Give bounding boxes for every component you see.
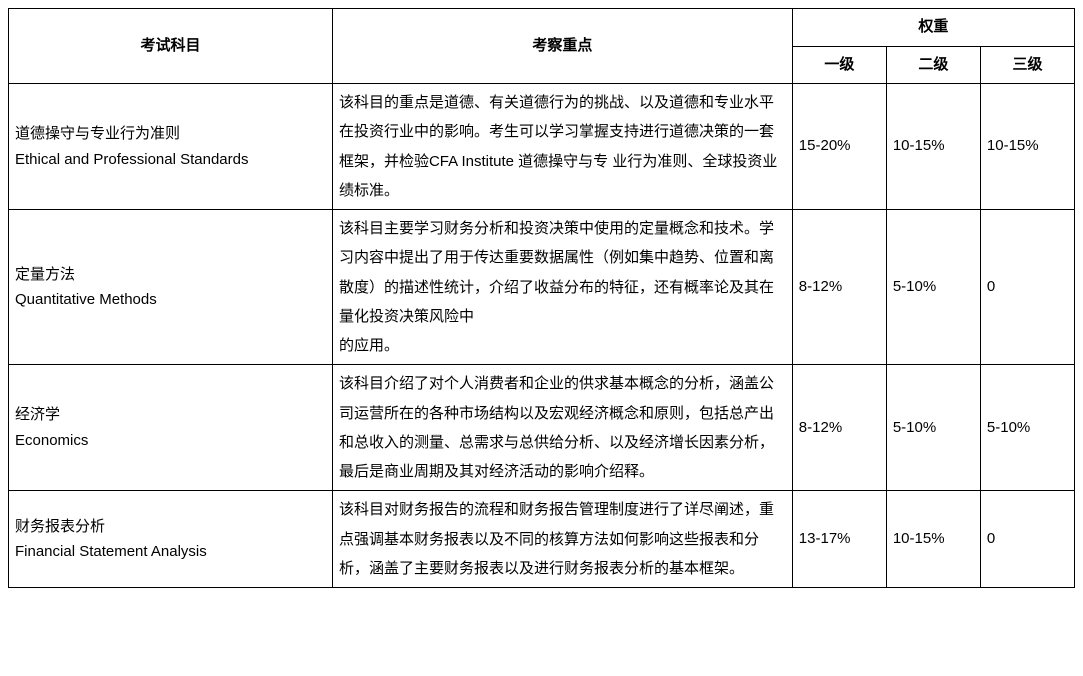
header-focus: 考察重点 [332,9,792,84]
subject-name-en: Quantitative Methods [15,287,326,313]
level2-cell: 10-15% [886,84,980,210]
cfa-subjects-table: 考试科目 考察重点 权重 一级 二级 三级 道德操守与专业行为准则 Ethica… [8,8,1075,588]
header-weight-group: 权重 [792,9,1074,47]
header-level2: 二级 [886,46,980,84]
table-header: 考试科目 考察重点 权重 一级 二级 三级 [9,9,1075,84]
header-level3: 三级 [980,46,1074,84]
subject-cell: 定量方法 Quantitative Methods [9,210,333,365]
level2-cell: 5-10% [886,210,980,365]
subject-cell: 道德操守与专业行为准则 Ethical and Professional Sta… [9,84,333,210]
header-level1: 一级 [792,46,886,84]
subject-cell: 经济学 Economics [9,365,333,491]
subject-name-cn: 财务报表分析 [15,514,326,540]
subject-name-cn: 经济学 [15,402,326,428]
level2-cell: 10-15% [886,491,980,588]
subject-name-cn: 定量方法 [15,262,326,288]
table-row: 道德操守与专业行为准则 Ethical and Professional Sta… [9,84,1075,210]
level3-cell: 5-10% [980,365,1074,491]
subject-name-en: Economics [15,428,326,454]
focus-cell: 该科目的重点是道德、有关道德行为的挑战、以及道德和专业水平在投资行业中的影响。考… [332,84,792,210]
level3-cell: 0 [980,210,1074,365]
level1-cell: 15-20% [792,84,886,210]
table-row: 经济学 Economics 该科目介绍了对个人消费者和企业的供求基本概念的分析，… [9,365,1075,491]
level1-cell: 8-12% [792,210,886,365]
focus-cell: 该科目主要学习财务分析和投资决策中使用的定量概念和技术。学习内容中提出了用于传达… [332,210,792,365]
subject-name-en: Financial Statement Analysis [15,539,326,565]
subject-name-en: Ethical and Professional Standards [15,147,326,173]
subject-name-cn: 道德操守与专业行为准则 [15,121,326,147]
level3-cell: 0 [980,491,1074,588]
level3-cell: 10-15% [980,84,1074,210]
level1-cell: 13-17% [792,491,886,588]
table-row: 定量方法 Quantitative Methods 该科目主要学习财务分析和投资… [9,210,1075,365]
header-subject: 考试科目 [9,9,333,84]
focus-cell: 该科目对财务报告的流程和财务报告管理制度进行了详尽阐述，重点强调基本财务报表以及… [332,491,792,588]
level1-cell: 8-12% [792,365,886,491]
focus-cell: 该科目介绍了对个人消费者和企业的供求基本概念的分析，涵盖公司运营所在的各种市场结… [332,365,792,491]
header-row-1: 考试科目 考察重点 权重 [9,9,1075,47]
subject-cell: 财务报表分析 Financial Statement Analysis [9,491,333,588]
table-body: 道德操守与专业行为准则 Ethical and Professional Sta… [9,84,1075,588]
level2-cell: 5-10% [886,365,980,491]
table-row: 财务报表分析 Financial Statement Analysis 该科目对… [9,491,1075,588]
